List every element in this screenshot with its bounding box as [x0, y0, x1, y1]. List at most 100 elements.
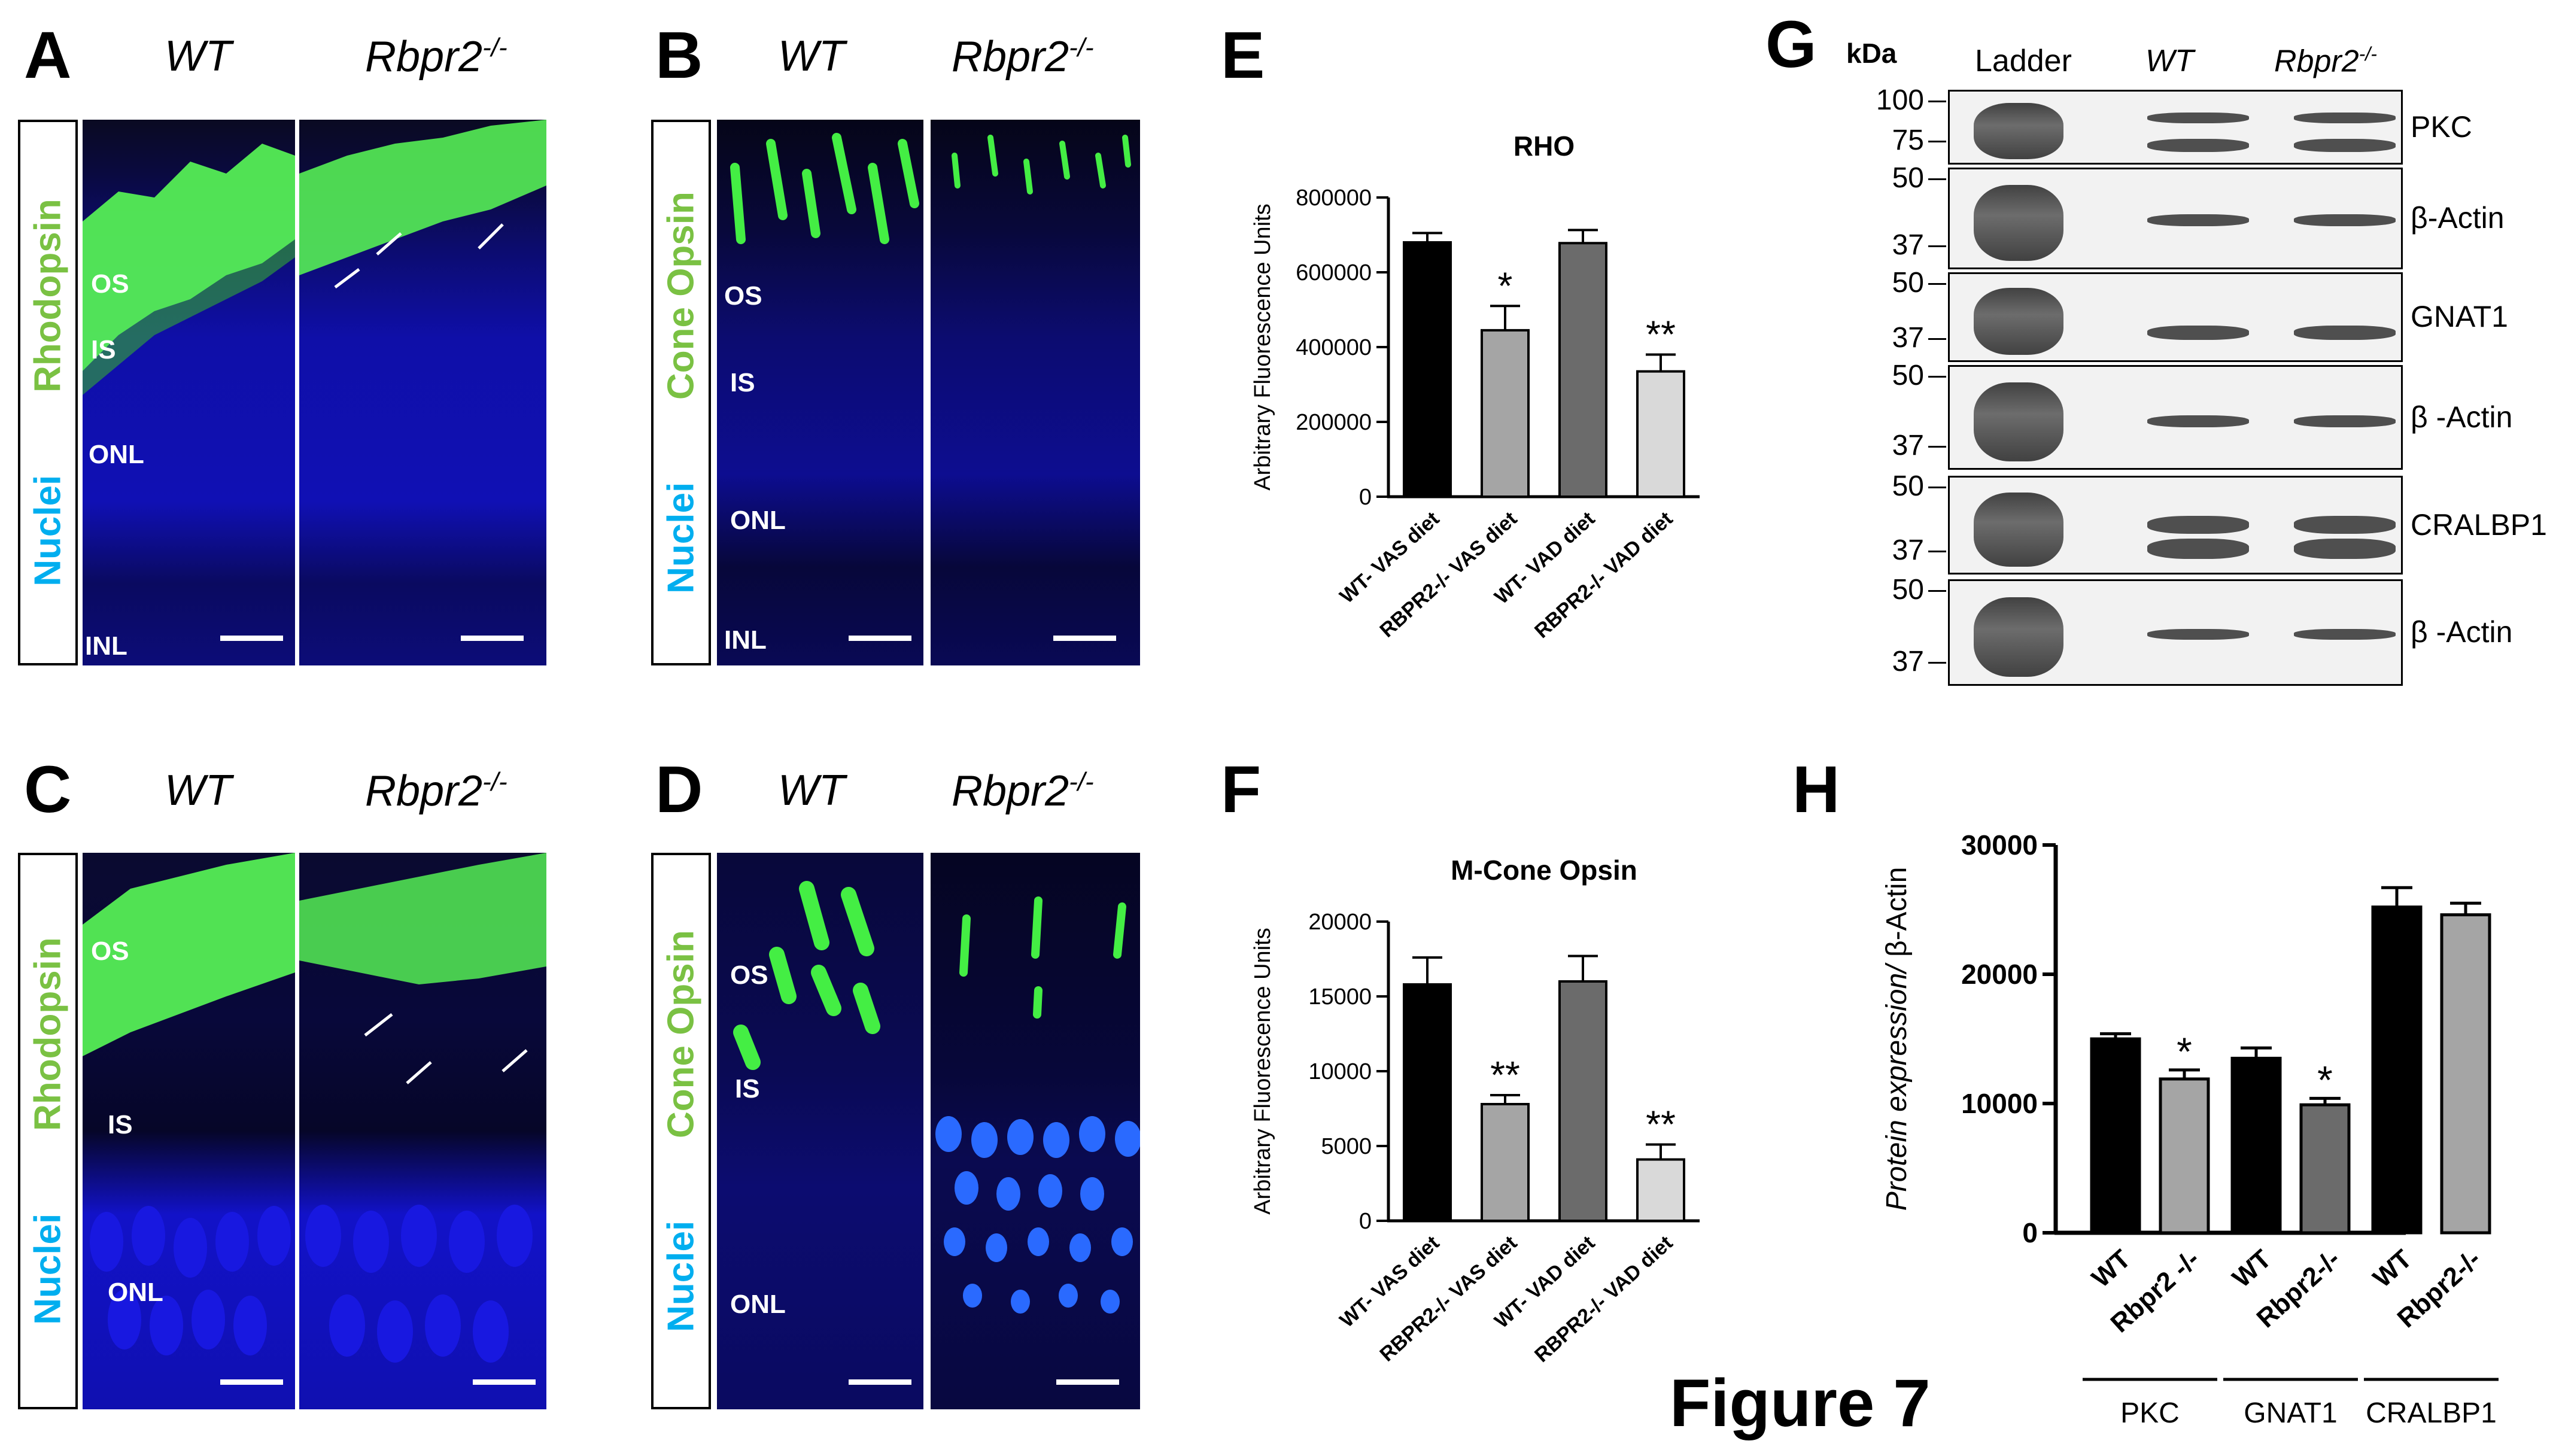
- blot-band-3-0-1: [2294, 415, 2396, 427]
- panel-b-cone-opsin-label: Cone Opsin: [660, 192, 702, 400]
- blot-marker-tick-3-0: [1928, 376, 1946, 378]
- chart-h-sig-3: *: [2317, 1057, 2333, 1102]
- panel-c-wt-svg: [83, 853, 295, 1355]
- chart-h-bar-2: [2230, 1056, 2282, 1235]
- panel-d-ko-image: [931, 853, 1140, 1409]
- panel-d-ko-label: Rbpr2-/-: [952, 769, 1094, 813]
- blot-strip-5: [1948, 579, 2403, 686]
- blot-marker-2-1: 37: [1892, 322, 1924, 354]
- blot-marker-tick-4-1: [1928, 551, 1946, 552]
- blot-marker-tick-2-1: [1928, 338, 1946, 340]
- panel-d-is-label: IS: [735, 1074, 760, 1104]
- panel-d-wt-label: WT: [778, 767, 845, 814]
- panel-b-ko-label: Rbpr2-/-: [952, 33, 1094, 79]
- chart-f-ytick-label-0: 0: [1359, 1209, 1372, 1234]
- panel-a-onl-label: ONL: [89, 440, 144, 469]
- figure-title: Figure 7: [1670, 1366, 1931, 1440]
- panel-c-wt-image: OS IS ONL: [83, 853, 295, 1409]
- blot-marker-4-1: 37: [1892, 534, 1924, 566]
- blot-strip-4: [1948, 476, 2403, 575]
- chart-h-group-label-1: GNAT1: [2244, 1397, 2337, 1429]
- blot-marker-tick-0-1: [1928, 141, 1946, 142]
- chart-h: Protein expression/ β-Actin 0 10000 20000 30…: [1881, 829, 2499, 1429]
- panel-d-onl-label: ONL: [730, 1290, 786, 1319]
- blot-wt-label: WT: [2145, 44, 2194, 78]
- chart-h-ytick-label-0: 0: [2022, 1217, 2038, 1248]
- panel-c-nuclei-label: Nuclei: [27, 1213, 69, 1325]
- panel-b-inl-label: INL: [724, 625, 767, 655]
- chart-h-group-label-0: PKC: [2120, 1397, 2180, 1429]
- panel-d-os-label: OS: [730, 960, 768, 990]
- chart-f-bar-2: [1558, 980, 1607, 1222]
- chart-h-ytick-label-3: 30000: [1961, 829, 2038, 861]
- blot-band-5-0-1: [2294, 629, 2396, 640]
- panel-d-ko-sup: -/-: [1069, 767, 1094, 797]
- chart-f-sig-1: **: [1490, 1053, 1520, 1096]
- blot-marker-tick-0-0: [1928, 101, 1946, 102]
- chart-f-ytick-label-4: 20000: [1308, 910, 1372, 935]
- blot-marker-1-0: 50: [1892, 162, 1924, 194]
- blot-band-0-1-0: [2147, 139, 2249, 152]
- chart-f-ytick-label-3: 15000: [1308, 984, 1372, 1010]
- panel-label-c: C: [24, 753, 72, 826]
- panel-a-wt-scalebar: [220, 636, 283, 641]
- chart-e-bar-3: [1636, 370, 1685, 498]
- blot-protein-label-3: β -Actin: [2411, 400, 2513, 434]
- ladder-band-2: [1974, 287, 2063, 355]
- blot-marker-3-1: 37: [1892, 430, 1924, 461]
- chart-h-ytick-label-1: 10000: [1961, 1088, 2038, 1119]
- panel-b-ko-svg: [952, 135, 1131, 194]
- panel-a-inl-label: INL: [85, 631, 127, 661]
- panel-d-wt-svg: [733, 881, 880, 1070]
- panel-b-wt-scalebar: [849, 636, 911, 641]
- blot-marker-3-0: 50: [1892, 360, 1924, 391]
- panel-c-wt-label: WT: [165, 767, 232, 814]
- panel-b-wt-svg: [730, 133, 919, 244]
- chart-h-bar-4: [2371, 905, 2423, 1235]
- ladder-label: Ladder: [1975, 44, 2072, 78]
- chart-h-bar-3: [2299, 1103, 2351, 1235]
- blot-ko-sup: -/-: [2359, 43, 2377, 65]
- chart-e-bar-1: [1481, 329, 1530, 498]
- blot-band-5-0-0: [2147, 629, 2249, 640]
- blot-protein-label-2: GNAT1: [2411, 300, 2508, 333]
- chart-h-xtick-label-0: WT: [2086, 1244, 2136, 1293]
- chart-f-title: M-Cone Opsin: [1451, 855, 1637, 886]
- chart-f-ylabel: Arbitrary Fluorescence Units: [1250, 928, 1275, 1214]
- chart-e-ytick-label-2: 400000: [1296, 335, 1372, 360]
- chart-f-ytick-label-2: 10000: [1308, 1059, 1372, 1084]
- panel-a-nuclei-label: Nuclei: [27, 475, 69, 586]
- panel-c-stain-text: Nuclei Rhodopsin: [27, 937, 69, 1325]
- panel-d-cone-opsin-label: Cone Opsin: [660, 930, 702, 1139]
- chart-e-ytick-label-0: 0: [1359, 485, 1372, 510]
- blot-marker-tick-4-0: [1928, 487, 1946, 488]
- panel-a-stain-box: Nuclei Rhodopsin: [18, 120, 78, 665]
- chart-e-sig-1: *: [1498, 264, 1513, 307]
- chart-f-xtick-label-3: RBPR2-/- VAD diet: [1530, 1232, 1677, 1367]
- panel-c-rhodopsin-label: Rhodopsin: [27, 937, 69, 1131]
- blot-band-0-1-1: [2294, 139, 2396, 152]
- ladder-band-0: [1974, 102, 2063, 159]
- panel-d-stain-box: Nuclei Cone Opsin: [651, 853, 711, 1409]
- chart-f: M-Cone Opsin Arbitrary Fluorescence Units…: [1250, 855, 1700, 1367]
- panel-a-os-label: OS: [91, 269, 129, 299]
- panel-b-is-label: IS: [730, 368, 755, 397]
- chart-h-bar-5: [2440, 913, 2491, 1235]
- chart-h-ylabel: Protein expression/ β-Actin: [1881, 867, 1913, 1211]
- panel-a-ko-image: [299, 120, 546, 665]
- blot-marker-tick-2-0: [1928, 283, 1946, 285]
- blot-protein-label-1: β-Actin: [2411, 201, 2505, 235]
- panel-b-ko-sup: -/-: [1069, 33, 1094, 62]
- panel-b-stain-text: Nuclei Cone Opsin: [660, 192, 703, 594]
- blot-band-1-0-0: [2147, 214, 2249, 226]
- blot-marker-1-1: 37: [1892, 229, 1924, 261]
- chart-e-ytick-label-3: 600000: [1296, 260, 1372, 285]
- chart-h-bar-1: [2159, 1077, 2210, 1235]
- chart-h-ylabel-italic: Protein expression/: [1881, 962, 1913, 1211]
- panel-c-onl-label: ONL: [108, 1278, 163, 1307]
- panel-label-e: E: [1221, 19, 1265, 92]
- panel-d-nuclei-label: Nuclei: [660, 1220, 702, 1332]
- panel-c-wt-scalebar: [220, 1379, 283, 1385]
- panel-a-rhodopsin-label: Rhodopsin: [27, 199, 69, 393]
- panel-a-wt-svg: [83, 144, 295, 395]
